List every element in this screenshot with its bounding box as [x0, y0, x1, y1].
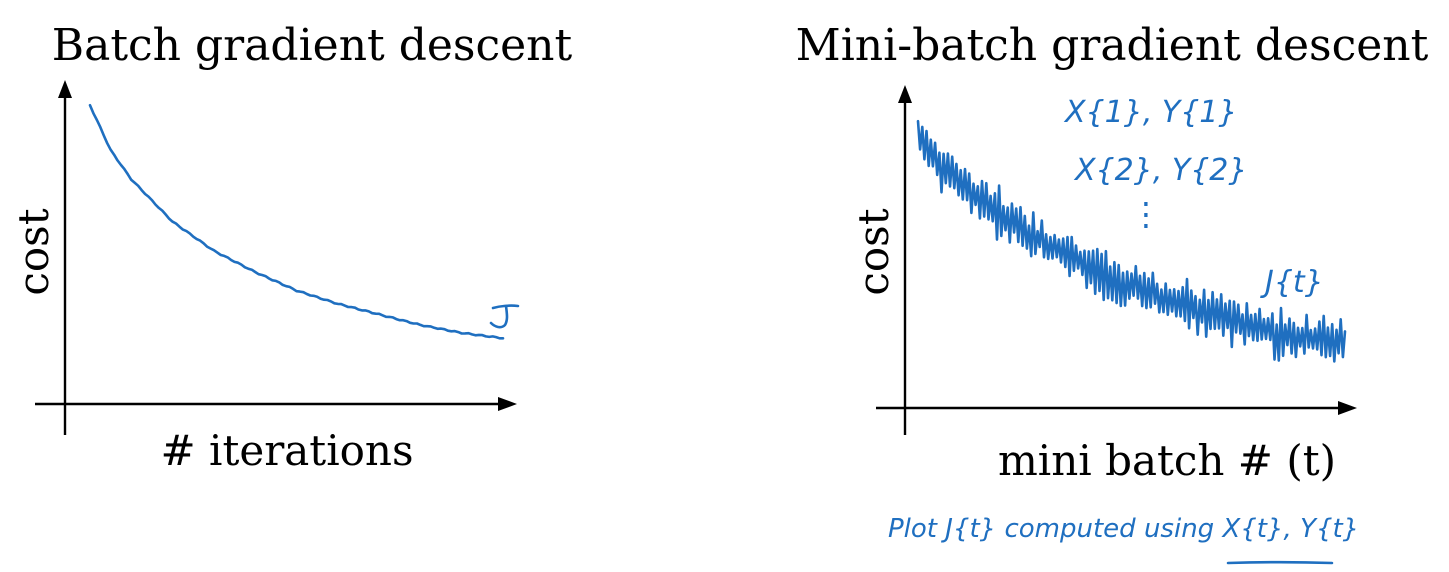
batch-ylabel: cost	[9, 208, 58, 295]
minibatch-y-arrow	[898, 85, 912, 103]
batch-title: Batch gradient descent	[52, 20, 573, 71]
batch-chart: Batch gradient descent cost # iterations	[9, 20, 573, 475]
batch-xlabel: # iterations	[160, 426, 413, 475]
minibatch-chart: Mini-batch gradient descent cost mini ba…	[796, 20, 1429, 565]
minibatch-title: Mini-batch gradient descent	[796, 20, 1429, 71]
x2y2-annotation: X{2}, Y{2}	[1073, 153, 1247, 188]
dots-annotation: ⋮	[1130, 195, 1162, 233]
batch-j-annotation	[489, 304, 520, 329]
batch-y-arrow	[58, 80, 72, 98]
batch-x-arrow	[498, 397, 517, 411]
minibatch-x-arrow	[1338, 401, 1357, 415]
minibatch-xlabel: mini batch # (t)	[998, 436, 1336, 485]
minibatch-cost-curve	[916, 119, 1347, 363]
jt-annotation: J{t}	[1260, 265, 1324, 300]
batch-cost-curve	[88, 103, 505, 340]
note-underline	[1226, 560, 1334, 565]
x1y1-annotation: X{1}, Y{1}	[1063, 95, 1237, 130]
plot-note: Plot J{t} computed using X{t}, Y{t}	[888, 514, 1359, 544]
minibatch-ylabel: cost	[849, 208, 898, 295]
